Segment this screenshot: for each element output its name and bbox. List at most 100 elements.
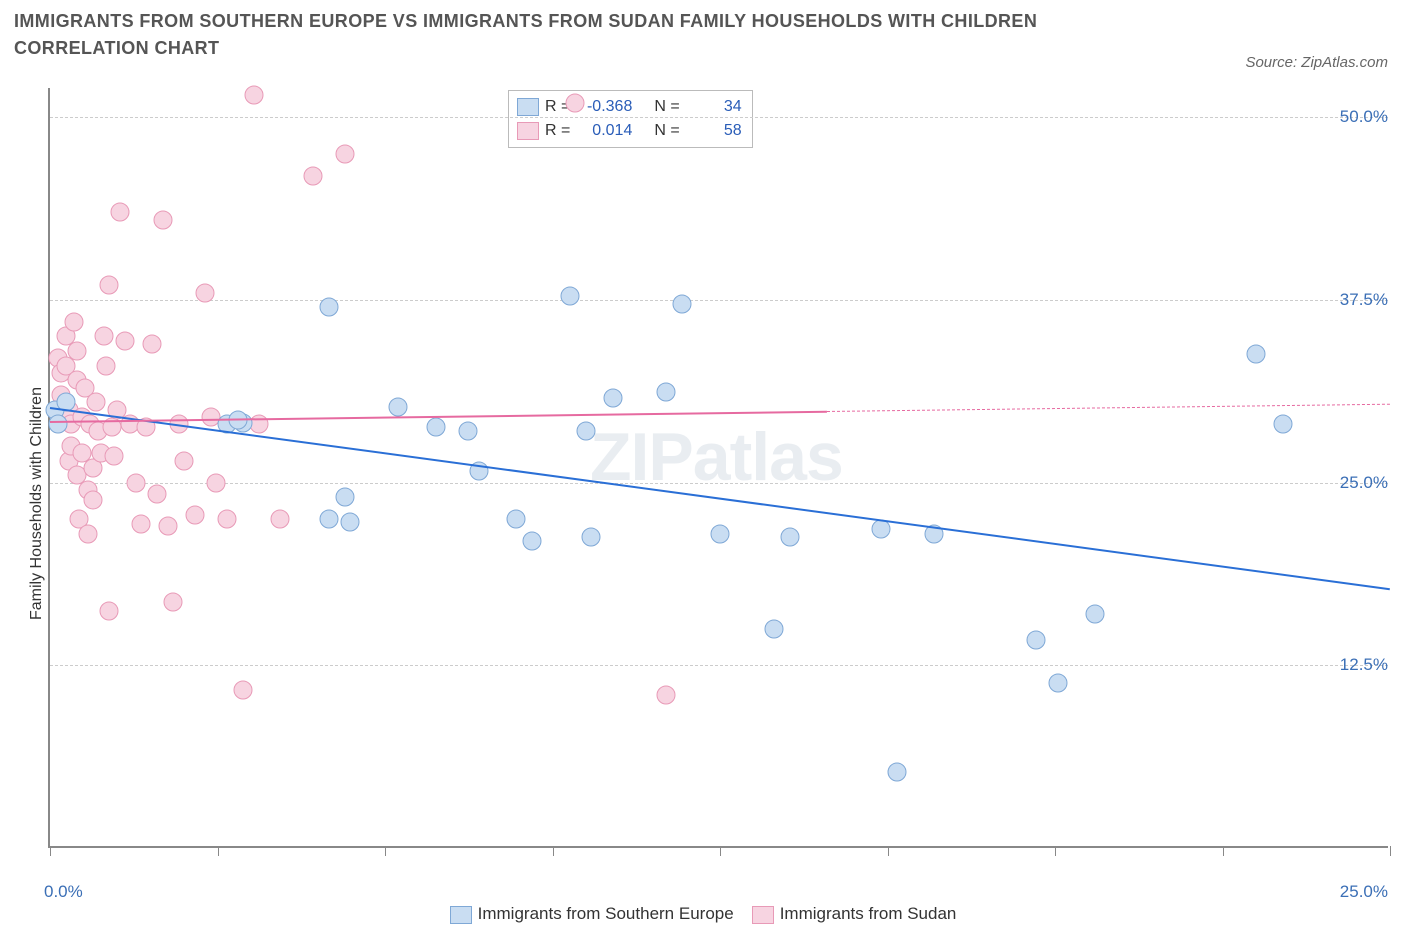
source-label: Source: ZipAtlas.com — [1245, 54, 1388, 71]
x-tick-mark — [720, 846, 721, 856]
x-tick-mark — [218, 846, 219, 856]
blue-swatch-icon — [450, 906, 472, 924]
blue-marker — [577, 422, 596, 441]
gridline — [50, 665, 1388, 666]
blue-series-label: Immigrants from Southern Europe — [478, 904, 734, 923]
pink-marker — [148, 485, 167, 504]
pink-trendline-ext — [827, 404, 1390, 412]
pink-marker — [97, 356, 116, 375]
blue-r-value: -0.368 — [576, 98, 632, 116]
pink-marker — [78, 524, 97, 543]
gridline — [50, 117, 1388, 118]
blue-marker — [887, 763, 906, 782]
stats-legend-box: R = -0.368 N = 34 R = 0.014 N = 58 — [508, 90, 753, 148]
legend-item-pink: Immigrants from Sudan — [752, 904, 957, 924]
pink-marker — [86, 393, 105, 412]
blue-marker — [1086, 605, 1105, 624]
x-tick-0: 0.0% — [44, 882, 83, 902]
pink-marker — [116, 331, 135, 350]
pink-n-value: 58 — [686, 122, 742, 140]
pink-marker — [244, 86, 263, 105]
pink-swatch-icon — [517, 122, 539, 140]
x-tick-mark — [888, 846, 889, 856]
blue-swatch-icon — [517, 98, 539, 116]
blue-marker — [507, 510, 526, 529]
pink-marker — [126, 473, 145, 492]
pink-marker — [566, 93, 585, 112]
pink-marker — [158, 517, 177, 536]
chart-title: IMMIGRANTS FROM SOUTHERN EUROPE VS IMMIG… — [14, 8, 1094, 62]
x-tick-mark — [1055, 846, 1056, 856]
pink-series-label: Immigrants from Sudan — [780, 904, 957, 923]
pink-marker — [132, 514, 151, 533]
blue-marker — [1027, 631, 1046, 650]
pink-marker — [142, 334, 161, 353]
blue-marker — [657, 383, 676, 402]
pink-marker — [153, 210, 172, 229]
x-tick-25: 25.0% — [1340, 882, 1388, 902]
blue-marker — [871, 520, 890, 539]
blue-marker — [523, 532, 542, 551]
blue-marker — [673, 295, 692, 314]
pink-marker — [271, 510, 290, 529]
blue-marker — [1273, 415, 1292, 434]
y-tick-37-5: 37.5% — [1328, 290, 1388, 310]
pink-marker — [303, 166, 322, 185]
blue-marker — [319, 510, 338, 529]
scatter-plot-area: R = -0.368 N = 34 R = 0.014 N = 58 ZIPat… — [48, 88, 1388, 848]
pink-marker — [217, 510, 236, 529]
x-tick-mark — [553, 846, 554, 856]
gridline — [50, 483, 1388, 484]
x-tick-mark — [385, 846, 386, 856]
pink-marker — [207, 473, 226, 492]
pink-marker — [196, 283, 215, 302]
x-tick-mark — [50, 846, 51, 856]
blue-marker — [711, 524, 730, 543]
x-tick-mark — [1223, 846, 1224, 856]
y-tick-12-5: 12.5% — [1328, 655, 1388, 675]
blue-marker — [603, 388, 622, 407]
blue-marker — [764, 619, 783, 638]
blue-n-value: 34 — [686, 98, 742, 116]
pink-marker — [83, 491, 102, 510]
blue-marker — [335, 488, 354, 507]
n-label: N = — [654, 98, 679, 116]
y-axis-label: Family Households with Children — [28, 387, 46, 620]
pink-marker — [110, 203, 129, 222]
pink-marker — [67, 342, 86, 361]
stats-row-pink: R = 0.014 N = 58 — [517, 119, 742, 143]
pink-swatch-icon — [752, 906, 774, 924]
pink-marker — [233, 681, 252, 700]
blue-marker — [560, 286, 579, 305]
n-label: N = — [654, 122, 679, 140]
blue-marker — [459, 422, 478, 441]
blue-marker — [389, 397, 408, 416]
blue-trendline — [50, 407, 1390, 590]
pink-marker — [94, 327, 113, 346]
blue-marker — [780, 527, 799, 546]
pink-marker — [657, 685, 676, 704]
y-tick-25: 25.0% — [1328, 473, 1388, 493]
stats-row-blue: R = -0.368 N = 34 — [517, 95, 742, 119]
blue-marker — [426, 418, 445, 437]
pink-marker — [105, 447, 124, 466]
r-label: R = — [545, 122, 570, 140]
pink-marker — [99, 602, 118, 621]
pink-marker — [164, 593, 183, 612]
blue-marker — [582, 527, 601, 546]
pink-marker — [175, 451, 194, 470]
blue-marker — [319, 298, 338, 317]
blue-marker — [341, 513, 360, 532]
pink-marker — [335, 144, 354, 163]
series-legend: Immigrants from Southern Europe Immigran… — [0, 904, 1406, 924]
legend-item-blue: Immigrants from Southern Europe — [450, 904, 734, 924]
pink-marker — [99, 276, 118, 295]
pink-r-value: 0.014 — [576, 122, 632, 140]
blue-marker — [1048, 673, 1067, 692]
x-tick-mark — [1390, 846, 1391, 856]
blue-marker — [1247, 345, 1266, 364]
pink-marker — [65, 312, 84, 331]
y-tick-50: 50.0% — [1328, 107, 1388, 127]
gridline — [50, 300, 1388, 301]
pink-marker — [185, 505, 204, 524]
